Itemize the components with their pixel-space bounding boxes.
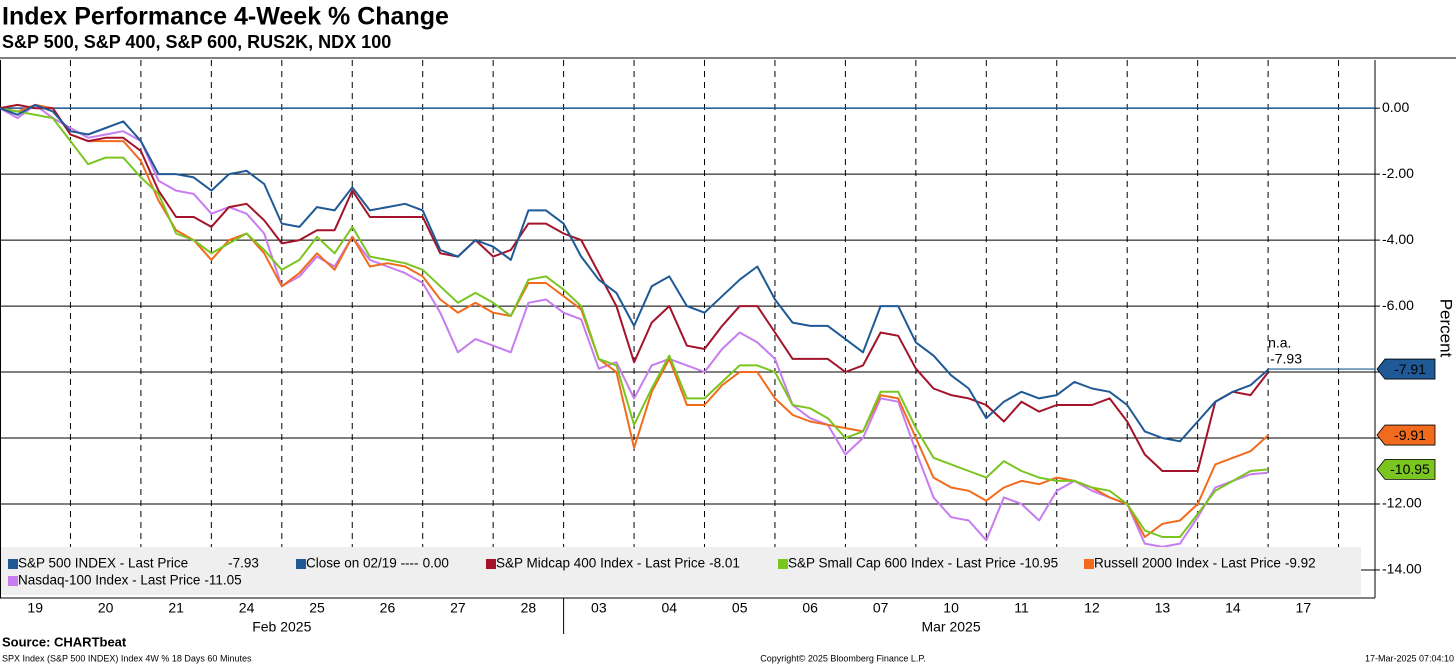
legend-value: -8.01 <box>709 556 740 571</box>
month-label: Mar 2025 <box>921 619 980 635</box>
x-tick-label: 28 <box>521 600 537 616</box>
y-tick-label: -4.00 <box>1382 231 1414 247</box>
x-tick-label: 12 <box>1084 600 1100 616</box>
x-tick-label: 06 <box>802 600 818 616</box>
series-line <box>0 103 1269 538</box>
legend-label: S&P Midcap 400 Index - Last Price <box>496 556 705 571</box>
x-tick-label: 04 <box>661 600 677 616</box>
chart-title: Index Performance 4-Week % Change <box>2 3 449 31</box>
x-tick-label: 11 <box>1014 600 1029 616</box>
legend-label: S&P Small Cap 600 Index - Last Price <box>788 556 1016 571</box>
legend-swatch <box>778 559 788 569</box>
legend-value: -11.05 <box>204 573 241 588</box>
series-line <box>0 103 1269 548</box>
x-tick-label: 26 <box>380 600 396 616</box>
value-tag-label: -9.91 <box>1394 427 1426 443</box>
value-tag <box>1376 358 1436 380</box>
x-tick-label: 03 <box>591 600 607 616</box>
legend-swatch <box>296 559 306 569</box>
annotation: -7.93 <box>1270 350 1302 366</box>
legend-label: Russell 2000 Index - Last Price <box>1094 556 1281 571</box>
x-tick-label: 19 <box>27 600 43 616</box>
legend-value: -7.93 <box>228 556 259 571</box>
x-tick-label: 21 <box>168 600 184 616</box>
x-tick-label: 27 <box>450 600 466 616</box>
footer-right: 17-Mar-2025 07:04:10 <box>1365 653 1454 663</box>
series-line <box>0 103 1269 443</box>
y-tick-label: 0.00 <box>1382 99 1409 115</box>
legend-label: S&P 500 INDEX - Last Price <box>18 556 188 571</box>
x-tick-label: 17 <box>1296 600 1312 616</box>
legend-value: -10.95 <box>1020 556 1058 571</box>
legend-value: 0.00 <box>423 556 449 571</box>
legend-swatch <box>486 559 496 569</box>
legend-label: Close on 02/19 ---- <box>306 556 419 571</box>
annotation: n.a. <box>1268 334 1291 350</box>
source: Source: CHARTbeat <box>2 634 127 649</box>
x-tick-label: 10 <box>943 600 959 616</box>
x-tick-label: 07 <box>873 600 889 616</box>
y-tick-label: -6.00 <box>1382 297 1414 313</box>
chart-subtitle: S&P 500, S&P 400, S&P 600, RUS2K, NDX 10… <box>2 32 391 52</box>
series-line <box>0 107 1269 538</box>
value-tag-label: -10.95 <box>1390 461 1430 477</box>
y-tick-label: -2.00 <box>1382 165 1414 181</box>
y-axis-label: Percent <box>1437 299 1456 358</box>
value-tag-label: -7.91 <box>1394 361 1426 377</box>
series-line <box>0 103 1269 472</box>
x-tick-label: 14 <box>1225 600 1241 616</box>
value-tag <box>1376 458 1436 480</box>
legend-label: Nasdaq-100 Index - Last Price <box>18 573 200 588</box>
legend-swatch <box>1084 559 1094 569</box>
legend-swatch <box>8 559 18 569</box>
x-tick-label: 05 <box>732 600 748 616</box>
x-tick-label: 25 <box>309 600 325 616</box>
y-tick-label: -12.00 <box>1382 495 1422 511</box>
x-tick-label: 24 <box>239 600 255 616</box>
x-tick-label: 20 <box>98 600 114 616</box>
footer-left: SPX Index (S&P 500 INDEX) Index 4W % 18 … <box>2 653 252 663</box>
legend-box <box>1 547 1361 595</box>
y-tick-label: -14.00 <box>1382 561 1422 577</box>
legend-value: -9.92 <box>1285 556 1316 571</box>
month-label: Feb 2025 <box>252 619 311 635</box>
legend-swatch <box>8 576 18 586</box>
footer-center: Copyright© 2025 Bloomberg Finance L.P. <box>760 653 926 663</box>
value-tag <box>1376 424 1436 446</box>
x-tick-label: 13 <box>1155 600 1171 616</box>
